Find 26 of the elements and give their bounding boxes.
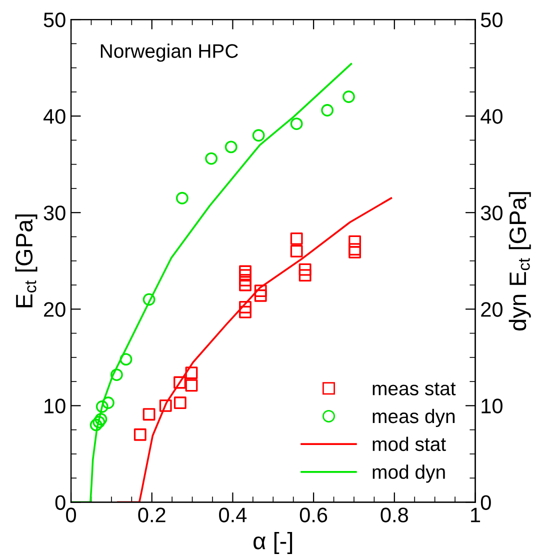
annotation: Norwegian HPC	[100, 44, 238, 62]
x-axis-title: α [-]	[254, 532, 292, 554]
legend-label: meas dyn	[372, 408, 455, 428]
x-tick-label: 0	[66, 508, 76, 522]
legend-label: meas stat	[372, 382, 456, 396]
y-tick-label: 30	[44, 206, 66, 220]
x-tick-label: 0.4	[219, 508, 247, 522]
legend-label: mod stat	[372, 436, 446, 452]
y2-tick-label: 10	[482, 398, 502, 414]
y-tick-label: 50	[44, 12, 66, 28]
y2-axis-title: dyn E$_{ct}$ [GPa]	[508, 192, 531, 330]
legend-label: mod dyn	[372, 464, 445, 483]
y-tick-label: 10	[44, 398, 66, 414]
x-tick-label: 1	[471, 508, 480, 522]
y2-tick-label: 30	[480, 206, 502, 220]
y-tick-label: 0	[55, 495, 66, 510]
x-tick-label: 0.2	[138, 508, 166, 522]
y2-tick-label: 40	[480, 109, 502, 124]
y2-tick-label: 0	[480, 495, 491, 510]
y-axis-title: E$_{ct}$ [GPa]	[15, 214, 38, 308]
y-tick-label: 20	[44, 302, 66, 317]
x-tick-label: 0.6	[300, 508, 328, 522]
y2-tick-label: 50	[480, 12, 502, 28]
x-tick-label: 0.8	[380, 508, 408, 522]
y2-tick-label: 20	[481, 302, 502, 317]
y-tick-label: 40	[43, 109, 66, 124]
